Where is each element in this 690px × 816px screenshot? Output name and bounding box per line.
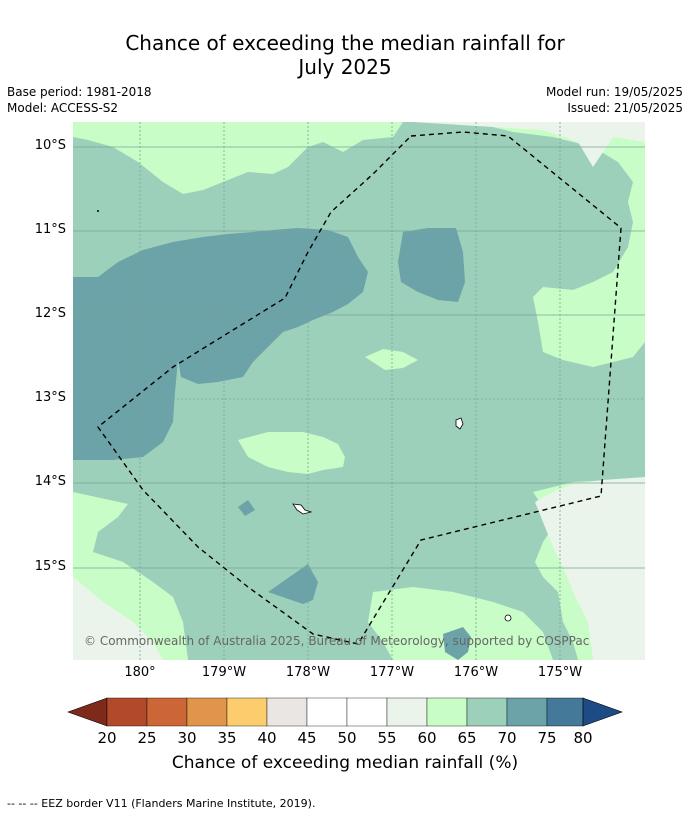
colorbar-tick-70: 70 xyxy=(497,729,517,747)
zone-60-small xyxy=(365,349,418,370)
colorbar-tick-75: 75 xyxy=(537,729,557,747)
colorbar-tick-50: 50 xyxy=(337,729,357,747)
colorbar-title: Chance of exceeding median rainfall (%) xyxy=(171,753,519,773)
lon-label-175w: 175°W xyxy=(537,665,583,680)
colorbar-bin-30-35 xyxy=(186,697,228,727)
zone-60-central xyxy=(238,432,345,474)
colorbar-tick-40: 40 xyxy=(257,729,277,747)
zone-70-southeast xyxy=(443,627,471,660)
colorbar-tick-65: 65 xyxy=(457,729,477,747)
colorbar-bin-25-30 xyxy=(146,697,188,727)
colorbar-tick-20: 20 xyxy=(97,729,117,747)
colorbar-bin-20-25 xyxy=(106,697,148,727)
colorbar-bin-40-45 xyxy=(266,697,308,727)
colorbar-bin-35-40 xyxy=(226,697,268,727)
lon-label-180: 180° xyxy=(124,665,156,680)
lon-label-178w: 178°W xyxy=(285,665,331,680)
base-period-text: Base period: 1981-2018 xyxy=(7,85,152,99)
colorbar-tick-25: 25 xyxy=(137,729,157,747)
colorbar-bin-45-50 xyxy=(306,697,348,727)
island-northwest xyxy=(97,210,99,212)
lon-label-179w: 179°W xyxy=(201,665,247,680)
lon-label-177w: 177°W xyxy=(369,665,415,680)
colorbar-tick-80: 80 xyxy=(573,729,593,747)
map-title: Chance of exceeding the median rainfall … xyxy=(0,31,690,79)
model-text: Model: ACCESS-S2 xyxy=(7,101,119,115)
island-central xyxy=(292,503,313,515)
model-run-text: Model run: 19/05/2025 xyxy=(545,85,683,99)
colorbar-extend-high xyxy=(582,697,623,727)
lat-label-11s: 11°S xyxy=(34,222,66,237)
colorbar-tick-45: 45 xyxy=(297,729,317,747)
island-east xyxy=(455,417,464,430)
eez-footnote: -- -- -- EEZ border V11 (Flanders Marine… xyxy=(7,797,316,810)
issued-text: Issued: 21/05/2025 xyxy=(567,101,683,115)
eez-border xyxy=(97,131,622,645)
colorbar-bin-50-55 xyxy=(346,697,388,727)
colorbar-tick-30: 30 xyxy=(177,729,197,747)
zone-60-south xyxy=(368,587,553,660)
lon-label-176w: 176°W xyxy=(453,665,499,680)
rainfall-map xyxy=(73,122,645,660)
zone-70-north xyxy=(398,228,465,302)
lat-label-15s: 15°S xyxy=(34,559,66,574)
colorbar-bin-55-60 xyxy=(386,697,428,727)
zone-55-se xyxy=(535,477,645,660)
colorbar-bin-70-75 xyxy=(506,697,548,727)
gridlines xyxy=(73,122,645,660)
zone-70-west xyxy=(73,228,368,460)
zone-70-dot xyxy=(238,500,255,516)
zone-70-south xyxy=(268,564,318,604)
title-line-1: Chance of exceeding the median rainfall … xyxy=(125,31,565,55)
zone-55-sw xyxy=(73,577,163,660)
lat-label-12s: 12°S xyxy=(34,306,66,321)
lat-label-14s: 14°S xyxy=(34,474,66,489)
zone-60-ne xyxy=(403,122,645,367)
meta-right: Model run: 19/05/2025 Issued: 21/05/2025 xyxy=(546,84,683,116)
copyright-text: © Commonwealth of Australia 2025, Bureau… xyxy=(84,634,590,648)
title-line-2: July 2025 xyxy=(298,55,392,79)
colorbar-bin-65-70 xyxy=(466,697,508,727)
colorbar-tick-35: 35 xyxy=(217,729,237,747)
colorbar-bin-75-80 xyxy=(546,697,584,727)
colorbar-extend-low xyxy=(67,697,108,727)
zone-55-ne xyxy=(413,122,645,167)
colorbar xyxy=(67,697,623,727)
colorbar-bin-60-65 xyxy=(426,697,468,727)
meta-left: Base period: 1981-2018 Model: ACCESS-S2 xyxy=(7,84,152,116)
island-southeast xyxy=(504,614,512,622)
colorbar-tick-55: 55 xyxy=(377,729,397,747)
lat-label-13s: 13°S xyxy=(34,390,66,405)
colorbar-tick-60: 60 xyxy=(417,729,437,747)
lat-label-10s: 10°S xyxy=(34,138,66,153)
zone-60-nw xyxy=(73,122,403,194)
